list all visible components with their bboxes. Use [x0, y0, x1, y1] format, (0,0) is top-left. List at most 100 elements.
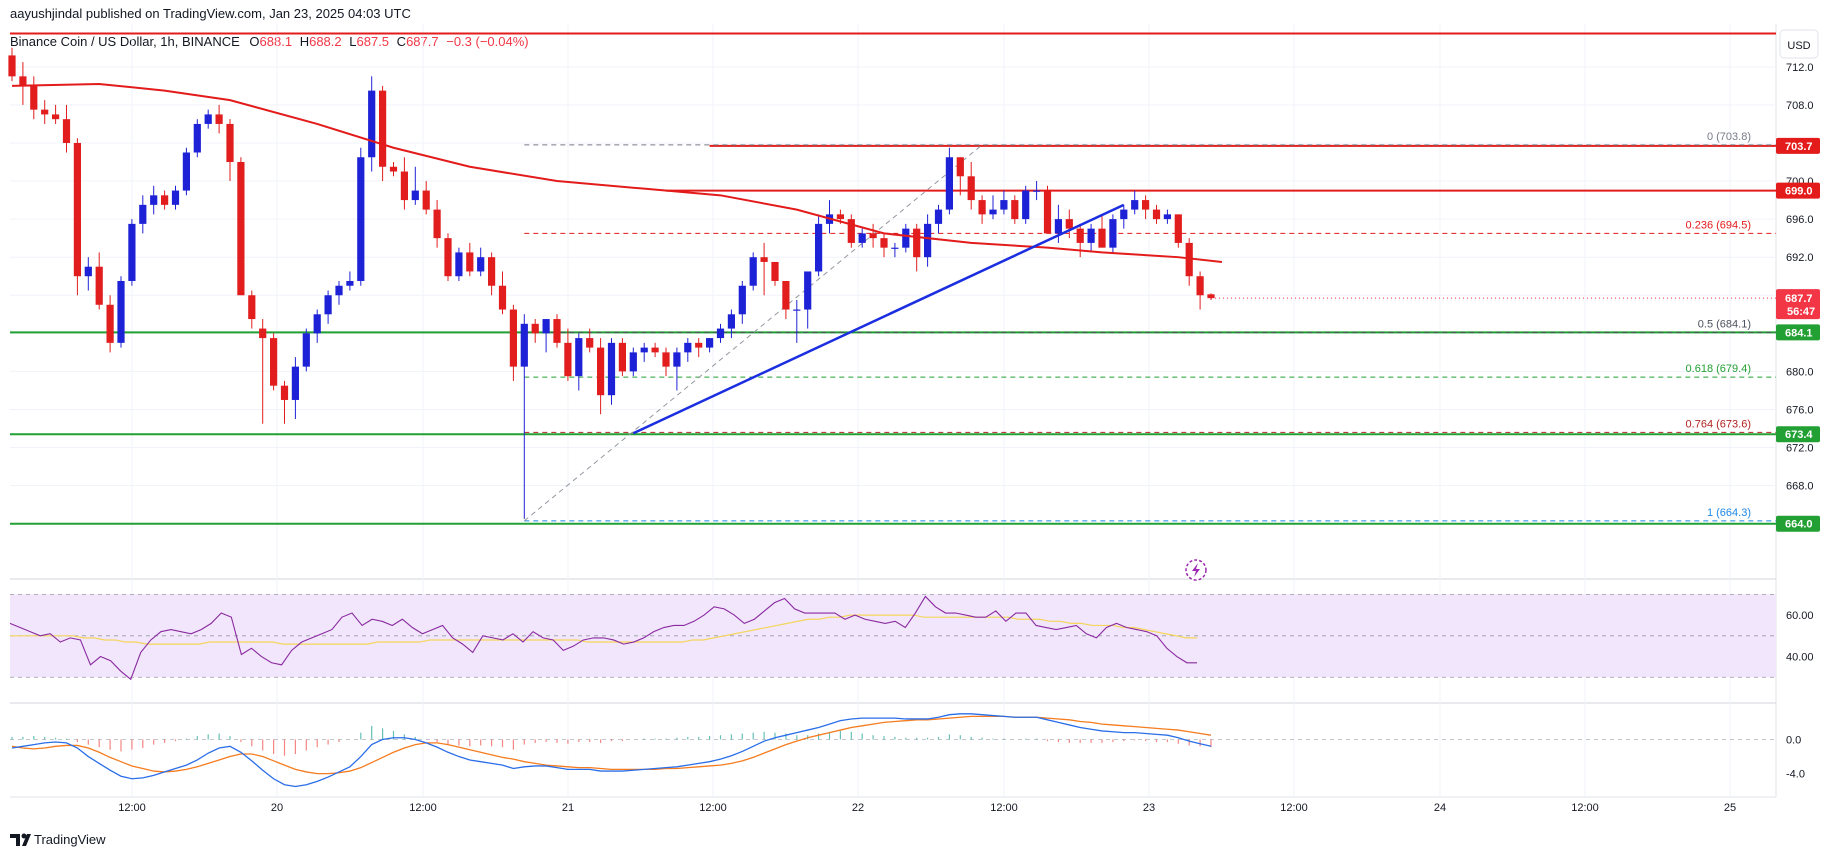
candle-up	[171, 190, 180, 205]
candle-down	[30, 85, 38, 110]
candle-up	[204, 114, 212, 124]
candle-down	[389, 166, 398, 172]
candle-down	[1142, 200, 1150, 210]
candle-down	[280, 385, 289, 400]
candle-down	[531, 323, 539, 334]
fib-level-label: 0 (703.8)	[1707, 131, 1751, 143]
candle-down	[73, 142, 81, 277]
price-tag-box	[1776, 426, 1820, 443]
watermark-text: TradingView	[34, 832, 106, 847]
candle-down	[1011, 200, 1019, 220]
price-tag-box	[1776, 324, 1820, 341]
low-label: L	[349, 34, 356, 49]
candle-down	[41, 109, 49, 115]
time-tick-label: 12:00	[409, 802, 437, 814]
rsi-tick-label: 40.00	[1786, 652, 1814, 664]
price-tag-box	[1776, 137, 1820, 154]
price-tick-label: 708.0	[1786, 100, 1814, 112]
fib-level-label: 0.764 (673.6)	[1686, 418, 1751, 430]
candle-up	[313, 314, 321, 334]
candle-up	[117, 280, 125, 343]
candle-up	[1022, 190, 1030, 220]
candle-down	[586, 338, 594, 348]
fib-level-label: 0.236 (694.5)	[1686, 219, 1751, 231]
bolt-icon[interactable]	[1185, 559, 1207, 581]
price-tag-label: 699.0	[1785, 186, 1813, 198]
fib-level-label: 1 (664.3)	[1707, 507, 1751, 519]
grid	[10, 24, 1776, 797]
time-tick-label: 12:00	[118, 802, 146, 814]
candle-up	[815, 223, 823, 272]
currency-button[interactable]: USD	[1779, 29, 1819, 59]
candle-down	[1185, 242, 1193, 277]
candle-down	[215, 114, 223, 124]
candle-up	[520, 323, 528, 367]
candle-up	[302, 333, 310, 367]
candle-down	[847, 219, 855, 243]
price-tick-label: 672.0	[1786, 443, 1814, 455]
price-tick-label: 692.0	[1786, 252, 1814, 264]
candle-up	[902, 228, 910, 248]
candle-down	[967, 176, 975, 201]
candle-down	[662, 352, 670, 367]
candle-down	[62, 119, 71, 143]
close-value: 687.7	[406, 34, 439, 49]
change-value: −0.3 (−0.04%)	[446, 34, 528, 49]
time-tick-label: 12:00	[1280, 802, 1308, 814]
candle-down	[913, 228, 921, 258]
tradingview-logo: TradingView	[10, 832, 106, 847]
price-axis[interactable]: 712.0708.0704.0700.0696.0692.0688.0684.0…	[1786, 62, 1814, 781]
candle-up	[793, 309, 801, 311]
candle-up	[945, 157, 953, 210]
price-tag-label: 664.0	[1785, 519, 1813, 531]
candle-down	[498, 285, 507, 310]
candle-up	[1120, 209, 1128, 220]
candle-down	[695, 342, 703, 348]
candle-down	[1174, 214, 1182, 243]
candle-up	[891, 247, 899, 249]
candle-down	[978, 200, 986, 215]
candle-down	[1065, 219, 1073, 229]
candle-down	[771, 261, 779, 281]
candle-down	[466, 252, 474, 272]
bar-countdown-label: 56:47	[1787, 306, 1815, 318]
candle-down	[880, 238, 888, 248]
candle-up	[193, 123, 201, 153]
candle-up	[924, 223, 932, 258]
time-tick-label: 24	[1434, 802, 1446, 814]
candle-down	[956, 157, 964, 177]
candle-up	[411, 190, 419, 201]
last-price-box	[1776, 289, 1820, 320]
candle-up	[684, 342, 692, 353]
price-tag-box	[1776, 515, 1820, 532]
time-tick-label: 12:00	[1571, 802, 1599, 814]
macd-signal-line	[11, 715, 1212, 775]
candle-down	[433, 209, 441, 239]
candle-up	[706, 338, 714, 348]
candle-up	[1131, 200, 1139, 210]
candle-up	[324, 295, 332, 315]
candle-down	[1196, 276, 1204, 296]
price-tick-label: 676.0	[1786, 404, 1814, 416]
candle-up	[934, 209, 943, 224]
candle-up	[1163, 214, 1171, 220]
candle-down	[106, 304, 114, 343]
candle-up	[368, 90, 376, 158]
candle-up	[716, 328, 725, 339]
candle-down	[237, 162, 245, 296]
price-tick-label: 696.0	[1786, 214, 1814, 226]
candle-up	[629, 352, 637, 372]
candle-down	[782, 280, 790, 310]
candle-down	[488, 257, 496, 286]
fibonacci-retracement[interactable]: 0 (703.8) 0.236 (694.5) 0.5 (684.1) 0.618 (…	[523, 131, 1776, 522]
time-axis[interactable]: 12:00 20 12:00 21 12:00 22 12:00 23 12:00 24 12:00…	[118, 802, 1736, 814]
candle-up	[357, 157, 365, 281]
candle-down	[248, 295, 256, 320]
candle-down	[553, 319, 561, 343]
candle-up	[858, 233, 866, 243]
candle-up	[346, 280, 354, 286]
candle-up	[1087, 228, 1095, 243]
macd-tick-label: 0.0	[1786, 734, 1801, 746]
macd-pane	[10, 713, 1776, 788]
